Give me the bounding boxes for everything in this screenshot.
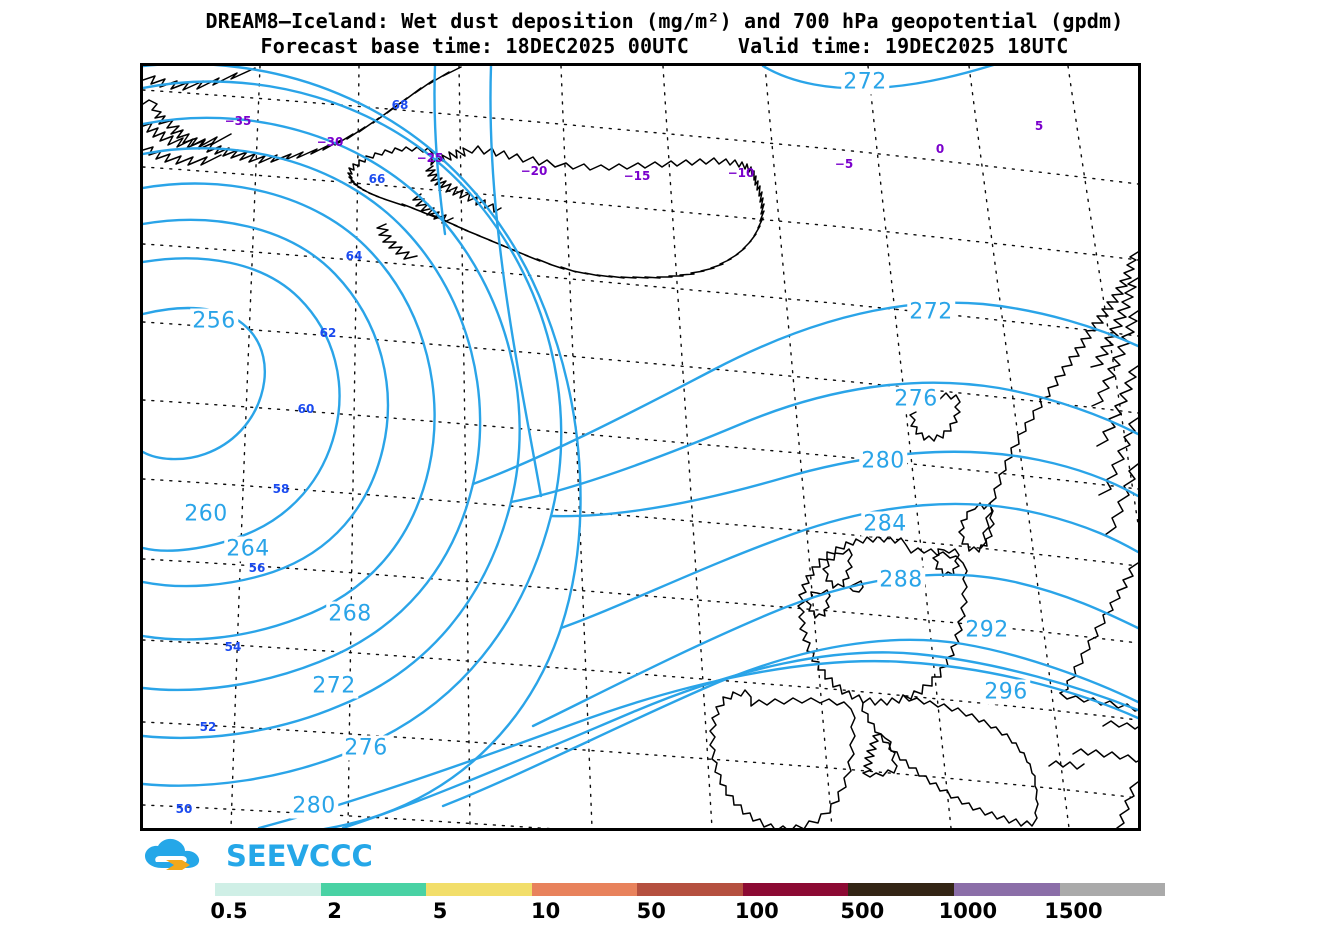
colorbar-swatch — [742, 883, 849, 896]
contour-292 — [441, 638, 1138, 808]
cloud-arrow-icon — [142, 838, 216, 874]
logo-text: SEEVCCC — [226, 838, 373, 873]
colorbar-tick: 5 — [432, 899, 448, 923]
contour-264 — [143, 218, 389, 588]
colorbar-tick: 100 — [734, 899, 779, 923]
contour-260 — [143, 257, 341, 552]
contour-256 — [143, 306, 266, 461]
coast-ireland — [709, 689, 856, 828]
contour-284b — [559, 502, 1138, 630]
coastline-layer — [143, 66, 1138, 828]
contour-280 — [143, 80, 563, 787]
contour-layer — [143, 66, 1138, 828]
contour-280b — [549, 450, 1138, 518]
colorbar-swatch — [215, 883, 321, 896]
coast-greenland — [143, 66, 462, 164]
graticule-layer — [143, 66, 1138, 828]
colorbar-tick-labels: 0.5 2 5 10 50 100 500 1000 1500 — [210, 899, 1165, 925]
coast-nw-europe — [1059, 562, 1138, 694]
contour-276b — [509, 381, 1138, 504]
seevccc-logo: SEEVCCC — [142, 834, 442, 878]
colorbar-tick: 50 — [636, 899, 666, 923]
coast-england — [861, 694, 1039, 827]
contour-288 — [531, 573, 1138, 728]
coast-shetland — [958, 502, 995, 553]
contour-272-top — [761, 66, 995, 90]
colorbar-swatch — [531, 883, 638, 896]
map-panel: −35 −30 −25 −20 −15 −10 −5 0 5 68 66 64 62 60 58 56 54 5… — [140, 63, 1141, 831]
contour-272a — [143, 147, 482, 692]
coast-scotland — [797, 535, 968, 706]
colorbar-swatch — [426, 883, 532, 896]
colorbar-swatch — [953, 883, 1060, 896]
chart-title-block: DREAM8—Iceland: Wet dust deposition (mg/… — [0, 9, 1329, 59]
contour-272b — [471, 301, 1138, 486]
contour-276 — [143, 116, 521, 740]
colorbar-tick: 1500 — [1044, 899, 1103, 923]
colorbar-legend: 0.5 2 5 10 50 100 500 1000 1500 — [210, 883, 1166, 925]
colorbar-swatch — [848, 883, 954, 896]
colorbar-swatch — [637, 883, 743, 896]
forecast-time-line: Forecast base time: 18DEC2025 00UTC Vali… — [260, 34, 1069, 58]
page-title: DREAM8—Iceland: Wet dust deposition (mg/… — [205, 9, 1124, 33]
coast-iceland — [347, 145, 765, 279]
colorbar-swatch — [1059, 883, 1166, 896]
colorbar-tick: 1000 — [938, 899, 998, 923]
colorbar-swatch — [320, 883, 427, 896]
colorbar-tick: 0.5 — [210, 899, 248, 923]
colorbar-swatches — [215, 883, 1166, 896]
contour-284 — [143, 66, 582, 828]
contour-trough-2 — [433, 66, 447, 236]
coast-norway — [980, 251, 1138, 549]
contour-300 — [257, 659, 1138, 828]
map-canvas — [143, 66, 1138, 828]
contour-trough-1 — [489, 66, 543, 498]
colorbar-tick: 500 — [840, 899, 885, 923]
coast-faroe — [909, 392, 961, 442]
colorbar-tick: 2 — [327, 899, 342, 923]
contour-268 — [143, 182, 436, 641]
colorbar-tick: 10 — [531, 899, 561, 923]
contour-296 — [341, 651, 1138, 828]
